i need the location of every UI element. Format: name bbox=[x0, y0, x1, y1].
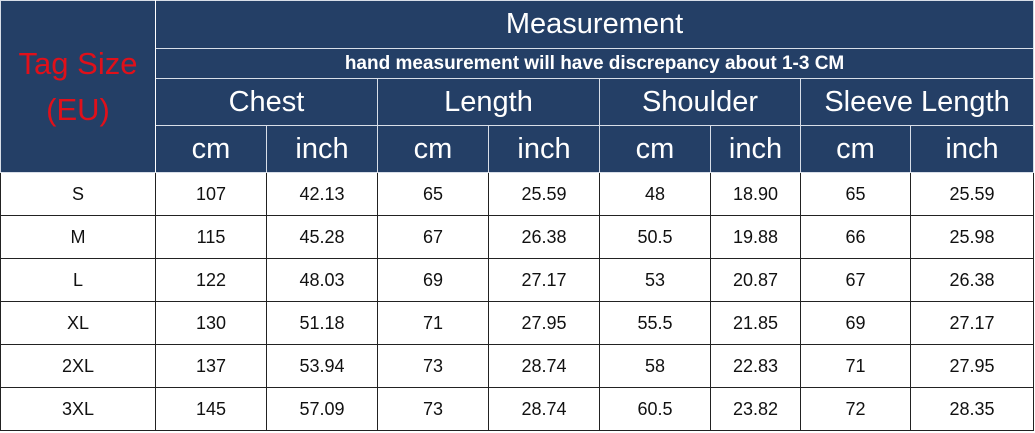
measurement-cell: 25.59 bbox=[909, 172, 1035, 216]
measurement-cell: 69 bbox=[377, 258, 489, 302]
tag-size-header: Tag Size (EU) bbox=[0, 0, 156, 173]
unit-header: inch bbox=[710, 125, 801, 173]
measurement-cell: 48.03 bbox=[266, 258, 378, 302]
size-cell: 3XL bbox=[0, 387, 156, 431]
table-row: 3XL 145 57.09 73 28.74 60.5 23.82 72 28.35 bbox=[0, 387, 1035, 431]
measurement-cell: 55.5 bbox=[599, 301, 711, 345]
measurement-cell: 28.74 bbox=[488, 387, 600, 431]
size-cell: M bbox=[0, 215, 156, 259]
measurement-cell: 73 bbox=[377, 344, 489, 388]
measurement-cell: 28.74 bbox=[488, 344, 600, 388]
unit-header: cm bbox=[599, 125, 711, 173]
table-row: L 122 48.03 69 27.17 53 20.87 67 26.38 bbox=[0, 258, 1035, 302]
measurement-cell: 73 bbox=[377, 387, 489, 431]
size-cell: S bbox=[0, 172, 156, 216]
measurement-cell: 71 bbox=[377, 301, 489, 345]
measurement-cell: 137 bbox=[155, 344, 267, 388]
measurement-cell: 57.09 bbox=[266, 387, 378, 431]
measurement-cell: 21.85 bbox=[710, 301, 801, 345]
tag-size-label: Tag Size bbox=[18, 45, 138, 81]
measurement-cell: 19.88 bbox=[710, 215, 801, 259]
measurement-cell: 25.98 bbox=[909, 215, 1035, 259]
group-length: Length bbox=[377, 78, 600, 126]
measurement-cell: 67 bbox=[377, 215, 489, 259]
measurement-cell: 22.83 bbox=[710, 344, 801, 388]
measurement-cell: 45.28 bbox=[266, 215, 378, 259]
unit-header: inch bbox=[488, 125, 600, 173]
measurement-cell: 27.17 bbox=[909, 301, 1035, 345]
measurement-cell: 28.35 bbox=[909, 387, 1035, 431]
measurement-cell: 18.90 bbox=[710, 172, 801, 216]
size-cell: 2XL bbox=[0, 344, 156, 388]
measurement-cell: 20.87 bbox=[710, 258, 801, 302]
measurement-cell: 50.5 bbox=[599, 215, 711, 259]
measurement-cell: 65 bbox=[377, 172, 489, 216]
measurement-cell: 48 bbox=[599, 172, 711, 216]
unit-header: cm bbox=[377, 125, 489, 173]
measurement-cell: 67 bbox=[800, 258, 911, 302]
table-row: 2XL 137 53.94 73 28.74 58 22.83 71 27.95 bbox=[0, 344, 1035, 388]
measurement-cell: 27.95 bbox=[488, 301, 600, 345]
group-chest: Chest bbox=[155, 78, 378, 126]
measurement-title: Measurement bbox=[154, 0, 1035, 49]
measurement-cell: 53 bbox=[599, 258, 711, 302]
unit-header: inch bbox=[909, 125, 1035, 173]
measurement-cell: 66 bbox=[800, 215, 911, 259]
measurement-cell: 107 bbox=[155, 172, 267, 216]
measurement-cell: 27.17 bbox=[488, 258, 600, 302]
group-sleeve-length: Sleeve Length bbox=[799, 78, 1035, 126]
discrepancy-note: hand measurement will have discrepancy a… bbox=[154, 48, 1035, 79]
measurement-cell: 60.5 bbox=[599, 387, 711, 431]
measurement-cell: 53.94 bbox=[266, 344, 378, 388]
unit-header: cm bbox=[800, 125, 911, 173]
measurement-cell: 23.82 bbox=[710, 387, 801, 431]
measurement-cell: 122 bbox=[155, 258, 267, 302]
measurement-cell: 65 bbox=[800, 172, 911, 216]
unit-header: cm bbox=[155, 125, 267, 173]
measurement-cell: 42.13 bbox=[266, 172, 378, 216]
measurement-cell: 130 bbox=[155, 301, 267, 345]
size-cell: XL bbox=[0, 301, 156, 345]
tag-size-unit: (EU) bbox=[46, 91, 110, 127]
measurement-cell: 69 bbox=[800, 301, 911, 345]
measurement-cell: 115 bbox=[155, 215, 267, 259]
table-row: XL 130 51.18 71 27.95 55.5 21.85 69 27.17 bbox=[0, 301, 1035, 345]
measurement-cell: 51.18 bbox=[266, 301, 378, 345]
measurement-cell: 27.95 bbox=[909, 344, 1035, 388]
measurement-cell: 71 bbox=[800, 344, 911, 388]
measurement-cell: 145 bbox=[155, 387, 267, 431]
group-shoulder: Shoulder bbox=[599, 78, 801, 126]
measurement-cell: 72 bbox=[800, 387, 911, 431]
unit-header: inch bbox=[266, 125, 378, 173]
size-cell: L bbox=[0, 258, 156, 302]
measurement-cell: 25.59 bbox=[488, 172, 600, 216]
table-row: S 107 42.13 65 25.59 48 18.90 65 25.59 bbox=[0, 172, 1035, 216]
measurement-cell: 26.38 bbox=[488, 215, 600, 259]
table-row: M 115 45.28 67 26.38 50.5 19.88 66 25.98 bbox=[0, 215, 1035, 259]
measurement-cell: 58 bbox=[599, 344, 711, 388]
measurement-cell: 26.38 bbox=[909, 258, 1035, 302]
